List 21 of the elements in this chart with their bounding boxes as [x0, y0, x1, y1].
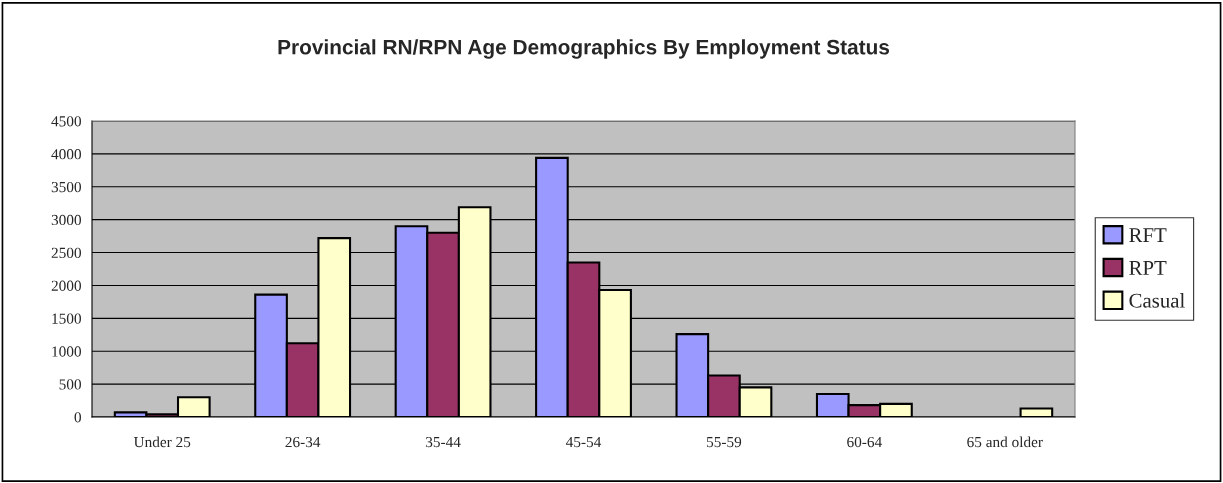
x-tick-label: 55-59 [707, 436, 742, 448]
y-tick-label: 2000 [51, 280, 81, 291]
y-tick-label: 3000 [51, 214, 81, 226]
legend-label: Casual [1129, 293, 1185, 308]
x-tick-label: Under 25 [133, 436, 191, 448]
y-tick-label: 2500 [51, 247, 81, 259]
y-tick-label: 1500 [52, 313, 81, 324]
chart-title: Provincial RN/RPN Age Demographics By Employment Status [278, 39, 890, 59]
y-tick-label: 4500 [51, 116, 81, 127]
x-tick-label: 65 and older [967, 436, 1043, 448]
y-tick-label: 500 [59, 379, 81, 390]
x-tick-label: 26-34 [285, 436, 321, 448]
y-tick-label: 4000 [51, 149, 81, 160]
y-tick-label: 0 [74, 412, 81, 423]
y-tick-label: 1000 [52, 346, 81, 357]
legend-label: RFT [1129, 228, 1167, 242]
x-tick-label: 60-64 [847, 436, 882, 448]
legend-label: RPT [1129, 261, 1167, 275]
x-tick-label: 35-44 [425, 436, 461, 448]
x-tick-label: 45-54 [565, 436, 602, 448]
y-tick-label: 3500 [51, 181, 81, 193]
